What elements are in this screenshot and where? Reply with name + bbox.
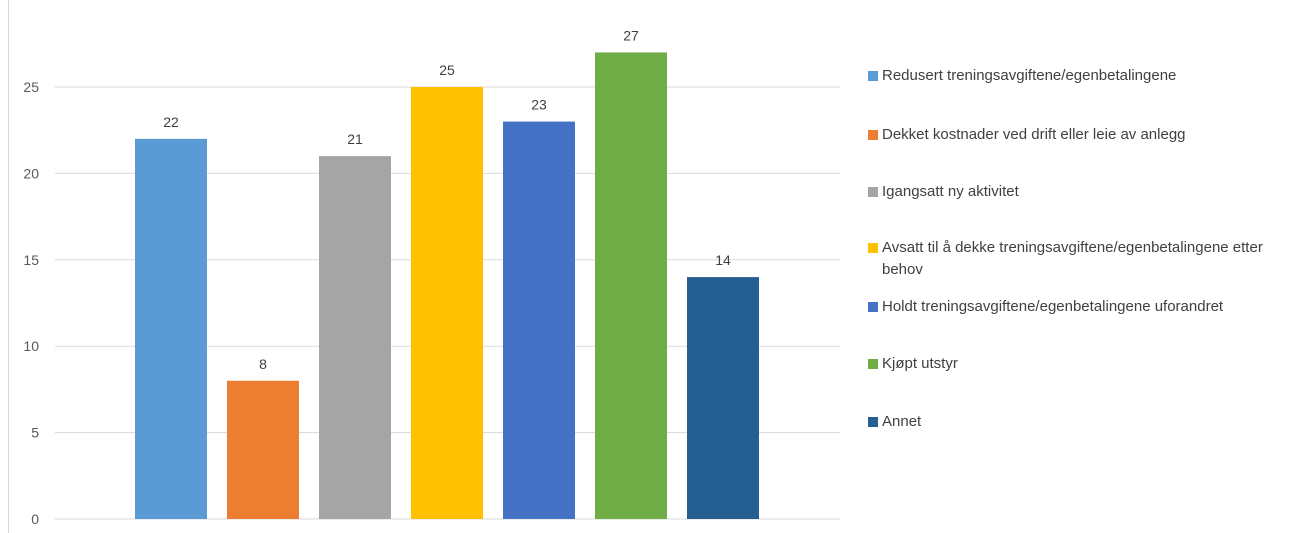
legend-item-4: Holdt treningsavgiftene/egenbetalingene …: [868, 296, 1308, 318]
bar-5: [595, 52, 667, 519]
legend-label-6: Annet: [882, 413, 922, 430]
data-label-0: 22: [163, 114, 179, 130]
y-axis-ticks: 0 5 10 15 20 25: [23, 79, 39, 527]
legend-item-1: Dekket kostnader ved drift eller leie av…: [868, 124, 1298, 146]
data-label-1: 8: [259, 356, 267, 372]
legend-swatch-6: [868, 417, 878, 427]
legend-label-1: Dekket kostnader ved drift eller leie av…: [882, 126, 1186, 143]
legend-swatch-1: [868, 130, 878, 140]
y-tick-label-25: 25: [23, 79, 39, 95]
legend-swatch-3: [868, 243, 878, 253]
legend-swatch-5: [868, 359, 878, 369]
y-tick-label-20: 20: [23, 165, 39, 181]
y-tick-label-5: 5: [31, 425, 39, 441]
legend-swatch-2: [868, 187, 878, 197]
y-tick-label-10: 10: [23, 338, 39, 354]
data-label-3: 25: [439, 62, 455, 78]
bar-1: [227, 380, 299, 519]
legend-label-3: Avsatt til å dekke treningsavgiftene/ege…: [882, 239, 1263, 278]
y-tick-label-0: 0: [31, 511, 39, 527]
data-label-4: 23: [531, 97, 547, 113]
legend-label-2: Igangsatt ny aktivitet: [882, 183, 1019, 200]
legend-item-0: Redusert treningsavgiftene/egenbetalinge…: [868, 65, 1298, 87]
chart-border: [8, 0, 9, 533]
data-labels: 22 8 21 25 23 27 14: [163, 27, 731, 371]
legend-label-4: Holdt treningsavgiftene/egenbetalingene …: [882, 298, 1224, 315]
data-label-5: 27: [623, 27, 639, 43]
bar-0: [135, 138, 207, 519]
legend-item-6: Annet: [868, 411, 1298, 433]
data-label-6: 14: [715, 252, 731, 268]
legend-item-3: Avsatt til å dekke treningsavgiftene/ege…: [868, 237, 1263, 281]
legend-swatch-4: [868, 302, 878, 312]
legend-item-5: Kjøpt utstyr: [868, 353, 1298, 375]
bar-2: [319, 156, 391, 519]
data-label-2: 21: [347, 131, 363, 147]
bar-3: [411, 87, 483, 519]
legend-item-2: Igangsatt ny aktivitet: [868, 181, 1298, 203]
bar-4: [503, 121, 575, 519]
legend: Redusert treningsavgiftene/egenbetalinge…: [868, 0, 1308, 533]
legend-label-0: Redusert treningsavgiftene/egenbetalinge…: [882, 67, 1177, 84]
plot-area: 0 5 10 15 20 25 22 8 21 25 23 27 14: [23, 27, 840, 527]
legend-swatch-0: [868, 71, 878, 81]
y-tick-label-15: 15: [23, 252, 39, 268]
bar-6: [687, 277, 759, 519]
bars: [135, 52, 759, 519]
legend-label-5: Kjøpt utstyr: [882, 355, 958, 372]
